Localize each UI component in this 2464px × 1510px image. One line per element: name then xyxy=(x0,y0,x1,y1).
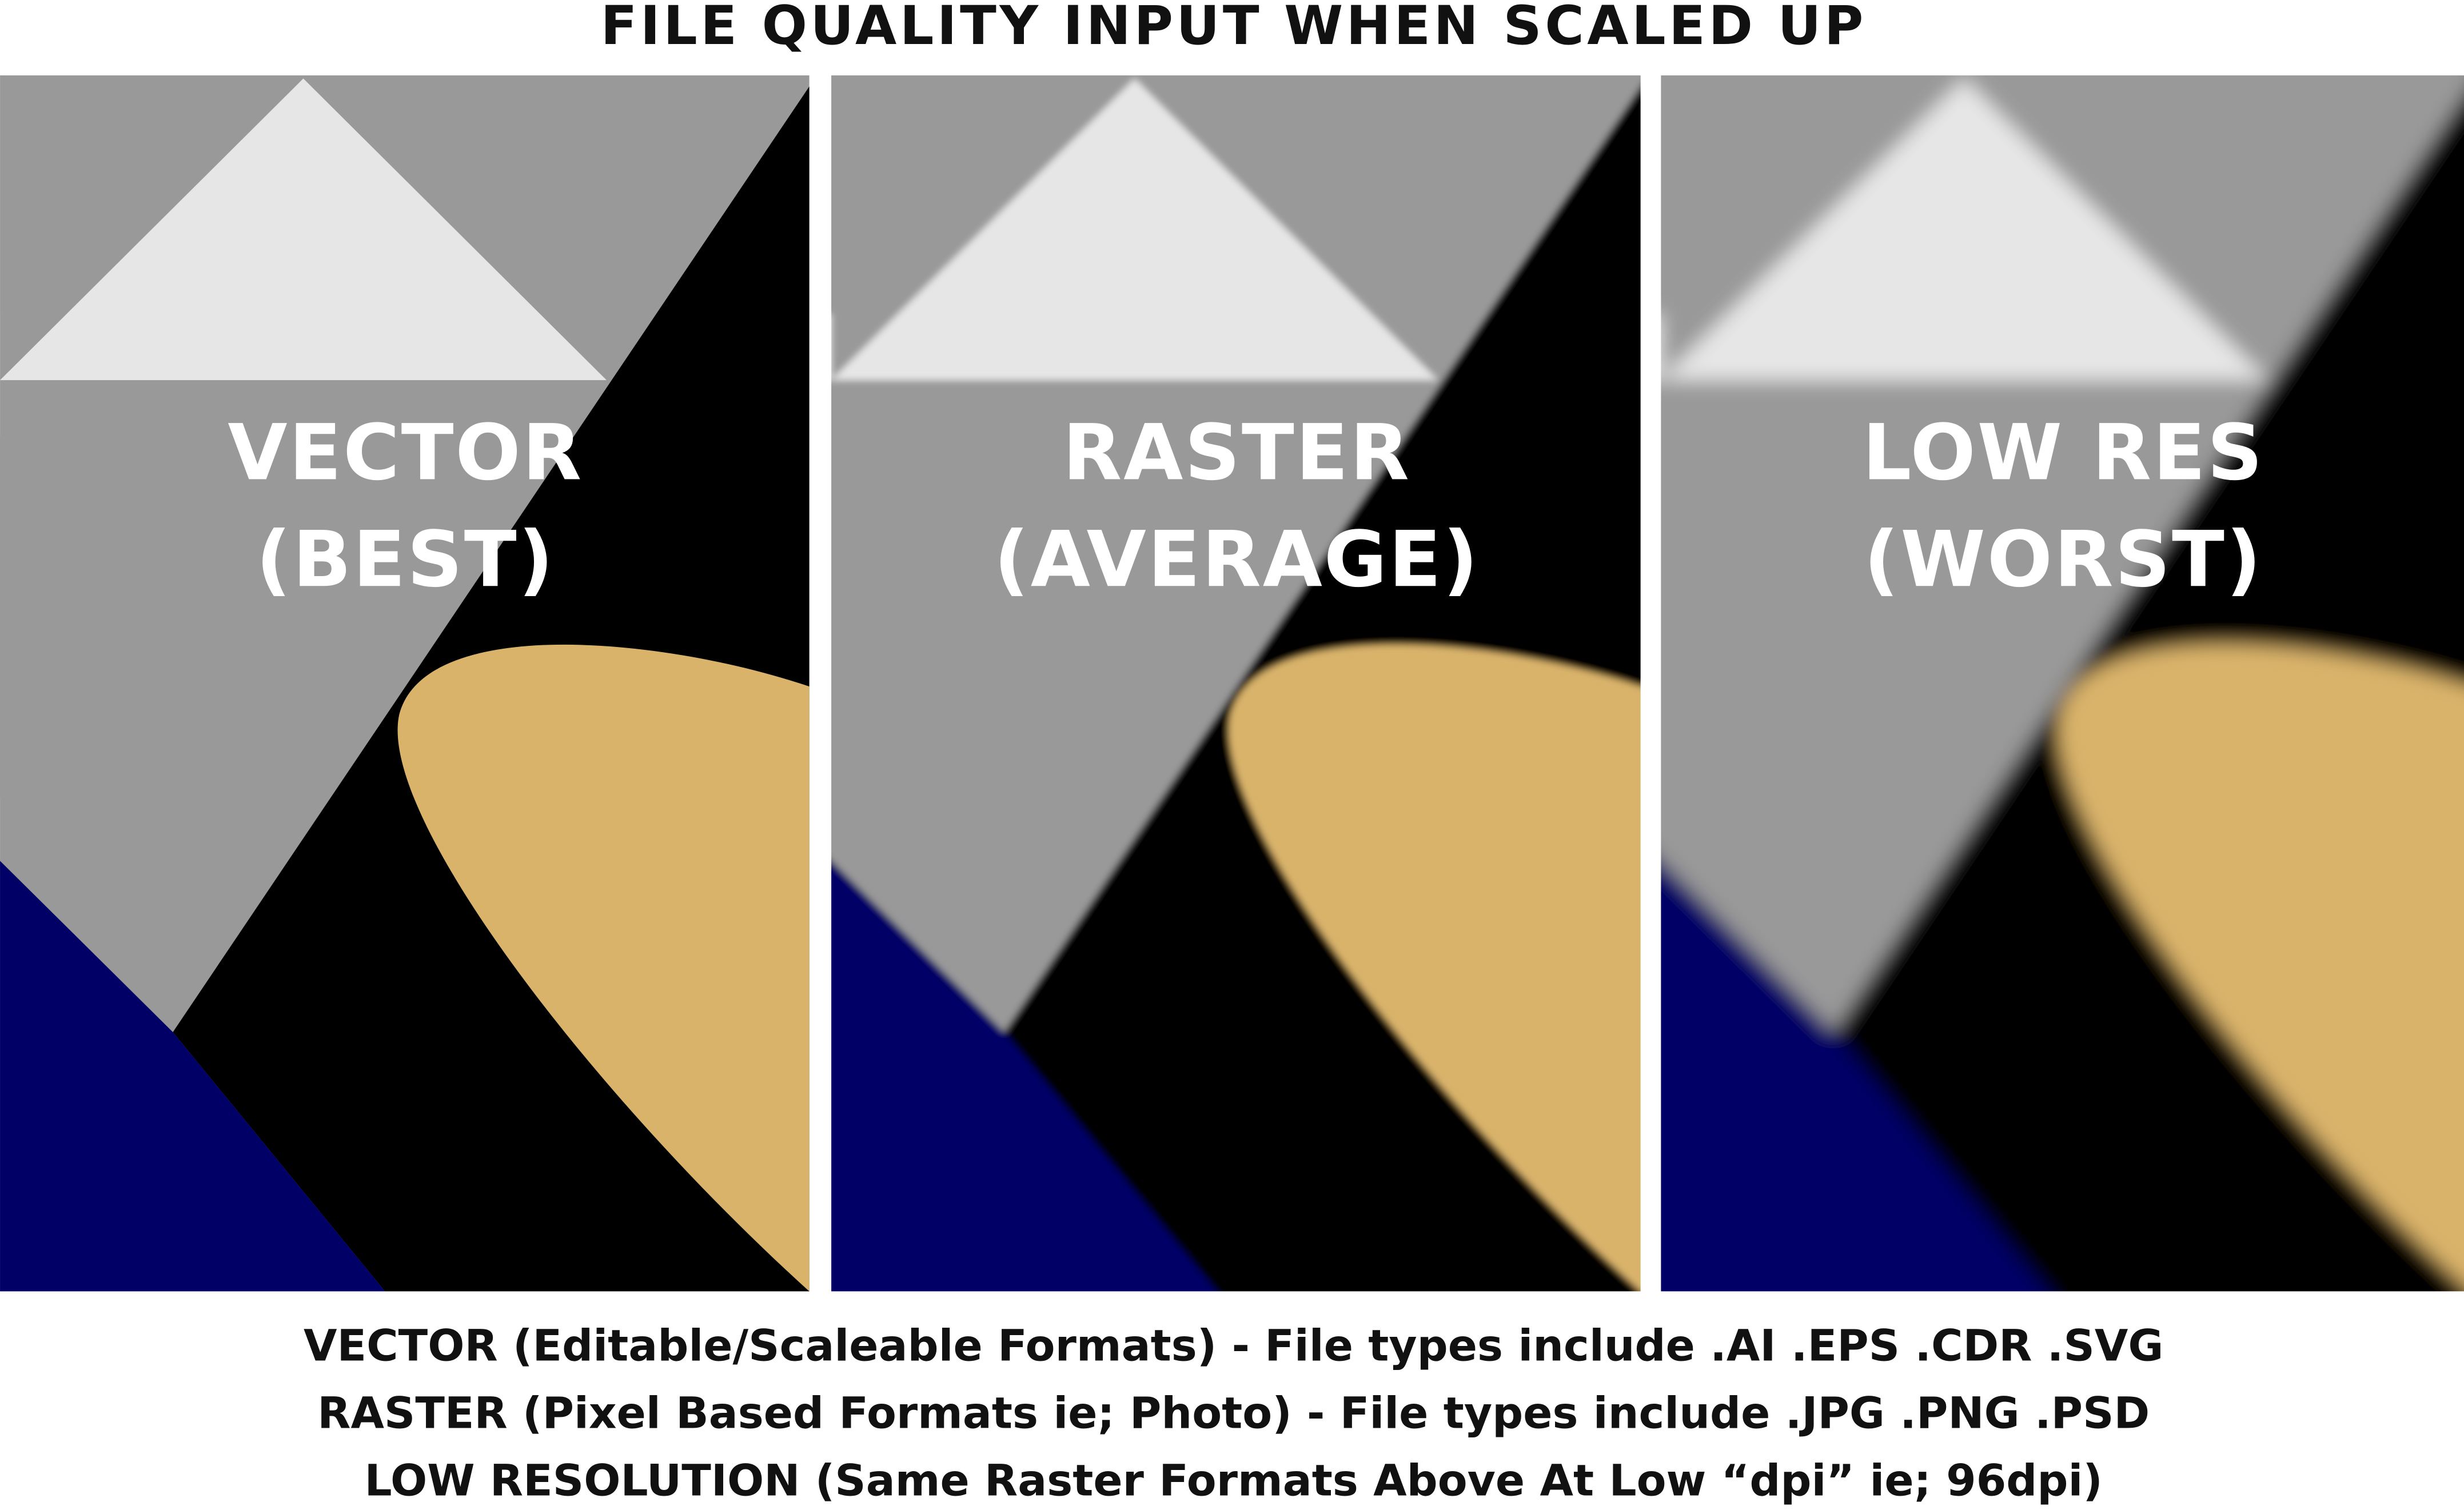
panel-label: (AVERAGE) xyxy=(994,514,1480,604)
panel-label: (WORST) xyxy=(1864,514,2263,604)
panel-label: VECTOR xyxy=(228,408,583,497)
scene xyxy=(831,75,1641,1292)
title: FILE QUALITY INPUT WHEN SCALED UP xyxy=(601,0,1867,57)
footer-line: VECTOR (Editable/Scaleable Formats) - Fi… xyxy=(304,1320,2163,1371)
footer-line: RASTER (Pixel Based Formats ie; Photo) -… xyxy=(317,1388,2150,1439)
panel-label: LOW RES xyxy=(1863,408,2264,497)
panel-label: (BEST) xyxy=(256,514,555,604)
scene xyxy=(1661,75,2464,1292)
vector-panel: VECTOR (BEST) xyxy=(0,75,810,1292)
raster-panel: RASTER (AVERAGE) xyxy=(831,75,1641,1292)
footer-line: LOW RESOLUTION (Same Raster Formats Abov… xyxy=(365,1456,2103,1506)
low-res-panel: LOW RES (WORST) xyxy=(1661,75,2464,1292)
scene xyxy=(0,75,810,1292)
panel-label: RASTER xyxy=(1063,408,1411,497)
